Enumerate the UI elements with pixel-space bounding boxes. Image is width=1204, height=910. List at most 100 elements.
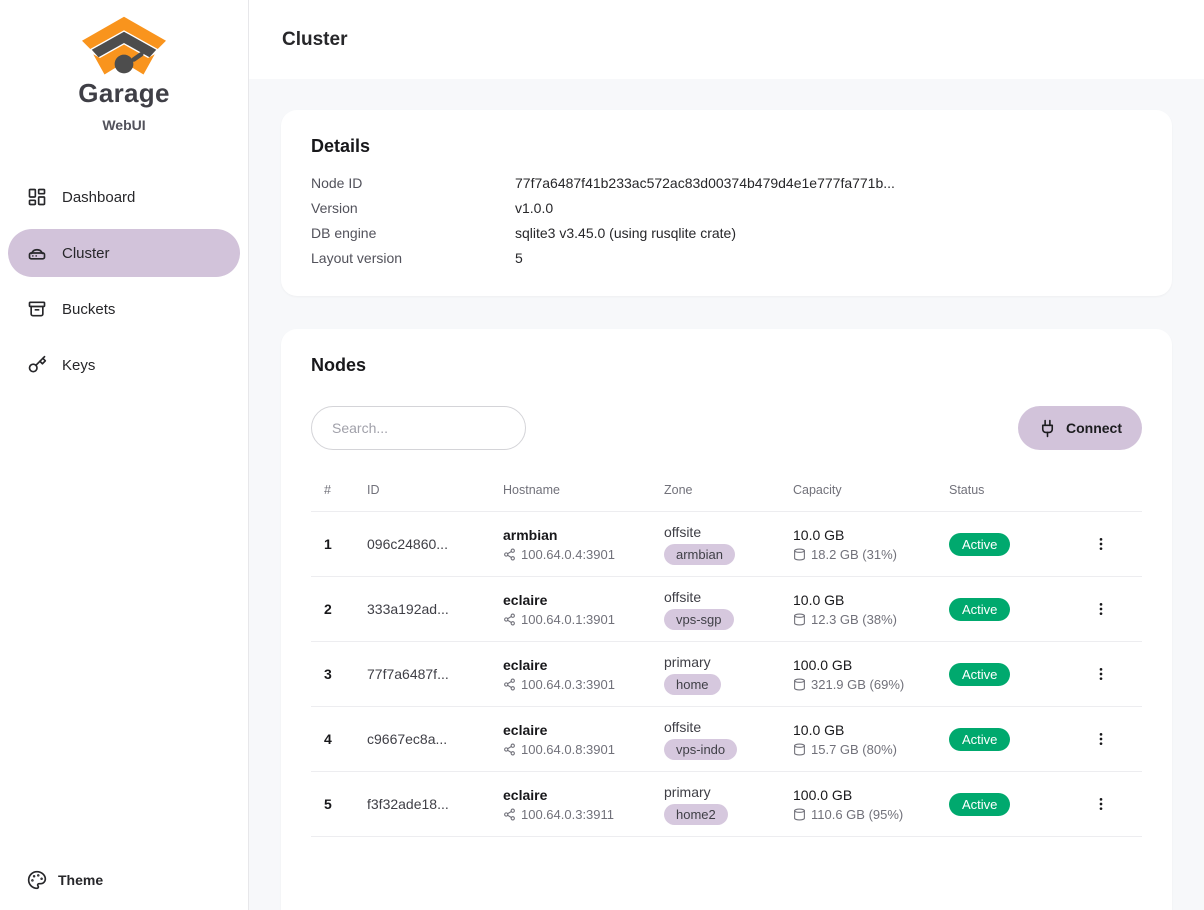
row-actions-button[interactable] [1087,660,1115,688]
zone-name: primary [664,783,711,800]
row-index: 2 [324,601,332,617]
column-header-status: Status [949,482,985,497]
hostname-cell: eclaire 100.64.0.3:3911 [490,787,651,822]
ellipsis-vertical-icon [1099,668,1103,680]
database-icon [793,613,806,626]
theme-button[interactable]: Theme [27,870,103,890]
main-area: Cluster Details Node ID 77f7a6487f41b233… [249,0,1204,910]
node-address: 100.64.0.4:3901 [521,546,615,562]
status-cell: Active [936,792,1047,816]
hostname-cell: eclaire 100.64.0.1:3901 [490,592,651,627]
capacity-total: 100.0 GB [793,786,853,803]
zone-tag-badge: vps-indo [664,738,738,760]
theme-label: Theme [58,872,104,888]
actions-cell [1047,725,1142,753]
sidebar-item-cluster[interactable]: Cluster [8,229,240,277]
ellipsis-vertical-icon [1099,798,1103,810]
status-badge: Active [949,727,1011,751]
nodes-table: # ID Hostname Zone Capacity Status 1 096… [311,468,1142,837]
detail-row-node-id: Node ID 77f7a6487f41b233ac572ac83d00374b… [311,170,1142,195]
connect-button[interactable]: Connect [1018,406,1142,450]
hostname: eclaire [503,721,548,738]
detail-value: sqlite3 v3.45.0 (using rusqlite crate) [515,224,736,241]
brand: Garage WebUI [0,0,248,133]
row-index: 1 [324,536,332,552]
garage-logo-icon [82,16,166,75]
ellipsis-vertical-icon [1099,603,1103,615]
sidebar-item-label: Keys [62,356,96,374]
table-header-row: # ID Hostname Zone Capacity Status [311,468,1142,512]
share-icon [503,743,516,756]
content: Details Node ID 77f7a6487f41b233ac572ac8… [249,79,1204,910]
capacity-used: 18.2 GB (31%) [811,546,897,562]
capacity-total: 10.0 GB [793,526,845,543]
brand-subtitle: WebUI [102,117,146,133]
hostname-cell: eclaire 100.64.0.8:3901 [490,722,651,757]
zone-tag-badge: home2 [664,803,728,825]
row-actions-button[interactable] [1087,725,1115,753]
share-icon [503,808,516,821]
share-icon [503,613,516,626]
column-header-index: # [324,482,331,497]
column-header-capacity: Capacity [793,482,842,497]
sidebar-nav: Dashboard Cluster Buckets Keys [0,173,248,389]
actions-cell [1047,660,1142,688]
brand-title: Garage [78,78,170,108]
capacity-cell: 10.0 GB 15.7 GB (80%) [780,722,936,757]
hostname: armbian [503,526,558,543]
node-address: 100.64.0.3:3901 [521,676,615,692]
actions-cell [1047,790,1142,818]
zone-cell: offsite vps-indo [651,719,780,760]
hard-drive-icon [27,243,47,263]
page-title: Cluster [282,28,348,50]
column-header-id: ID [367,482,380,497]
table-row: 1 096c24860... armbian 100.64.0.4:3901 o… [311,512,1142,577]
capacity-used: 110.6 GB (95%) [811,806,904,822]
zone-name: offsite [664,588,702,605]
palette-icon [27,870,47,890]
status-badge: Active [949,532,1011,556]
ellipsis-vertical-icon [1099,538,1103,550]
column-header-hostname: Hostname [503,482,560,497]
status-cell: Active [936,727,1047,751]
sidebar-item-label: Dashboard [62,188,136,206]
capacity-total: 100.0 GB [793,656,853,673]
top-bar: Cluster [249,0,1204,79]
table-body: 1 096c24860... armbian 100.64.0.4:3901 o… [311,512,1142,837]
sidebar-item-label: Buckets [62,300,116,318]
status-badge: Active [949,792,1011,816]
detail-value: v1.0.0 [515,199,554,216]
capacity-cell: 100.0 GB 110.6 GB (95%) [780,787,936,822]
sidebar: Garage WebUI Dashboard Cluster Buckets [0,0,249,910]
sidebar-item-keys[interactable]: Keys [8,341,240,389]
key-icon [27,355,47,375]
nodes-toolbar: Connect [311,406,1142,450]
zone-tag-badge: vps-sgp [664,608,734,630]
node-id: c9667ec8a... [367,731,448,747]
nodes-heading: Nodes [311,355,367,375]
status-cell: Active [936,662,1047,686]
table-row: 3 77f7a6487f... eclaire 100.64.0.3:3901 … [311,642,1142,707]
row-actions-button[interactable] [1087,595,1115,623]
zone-cell: primary home [651,654,780,695]
detail-label: Node ID [311,174,363,191]
share-icon [503,678,516,691]
details-card: Details Node ID 77f7a6487f41b233ac572ac8… [281,110,1172,296]
database-icon [793,743,806,756]
details-heading: Details [311,136,371,156]
node-id: 77f7a6487f... [367,666,449,682]
zone-tag-badge: home [664,673,721,695]
detail-label: DB engine [311,224,377,241]
nodes-card: Nodes Connect # ID Hostname Zone Capacit… [281,329,1172,910]
row-index: 4 [324,731,332,747]
status-badge: Active [949,662,1011,686]
search-input[interactable] [311,406,526,450]
row-actions-button[interactable] [1087,530,1115,558]
sidebar-item-dashboard[interactable]: Dashboard [8,173,240,221]
sidebar-item-buckets[interactable]: Buckets [8,285,240,333]
detail-row-layout-version: Layout version 5 [311,245,1142,270]
hostname: eclaire [503,656,548,673]
node-id: f3f32ade18... [367,796,449,812]
database-icon [793,808,806,821]
row-actions-button[interactable] [1087,790,1115,818]
